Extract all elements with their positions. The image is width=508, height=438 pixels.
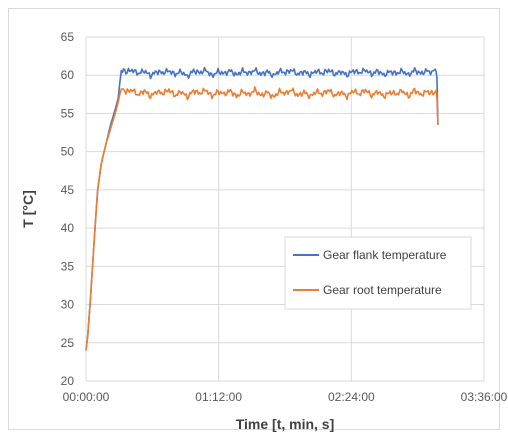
y-tick-label: 50 bbox=[61, 145, 75, 159]
grid-lines bbox=[85, 36, 485, 382]
y-tick-label: 25 bbox=[61, 336, 75, 350]
y-tick-label: 55 bbox=[61, 106, 75, 120]
y-tick-label: 60 bbox=[61, 68, 75, 82]
x-tick-label: 00:00:00 bbox=[63, 390, 110, 404]
x-tick-label: 02:24:00 bbox=[328, 390, 375, 404]
y-tick-label: 35 bbox=[61, 259, 75, 273]
series-lines bbox=[85, 66, 439, 351]
y-tick-label: 40 bbox=[61, 221, 75, 235]
legend: Gear flank temperature Gear root temperat… bbox=[284, 236, 472, 310]
series-line-gear-root bbox=[85, 86, 439, 351]
legend-entry-label: Gear flank temperature bbox=[323, 248, 447, 262]
x-axis-ticks: 00:00:00 01:12:00 02:24:00 03:36:00 bbox=[63, 390, 508, 404]
x-tick-label: 01:12:00 bbox=[195, 390, 242, 404]
legend-box bbox=[284, 236, 472, 310]
legend-entry-label: Gear root temperature bbox=[323, 283, 442, 297]
y-tick-label: 45 bbox=[61, 183, 75, 197]
x-axis-title: Time [t, min, s] bbox=[236, 416, 335, 432]
x-tick-label: 03:36:00 bbox=[461, 390, 508, 404]
y-tick-label: 65 bbox=[61, 30, 75, 44]
series-line-gear-flank bbox=[85, 66, 439, 351]
y-tick-label: 20 bbox=[61, 374, 75, 388]
y-axis-ticks: 20 25 30 35 40 45 50 55 60 65 bbox=[61, 30, 75, 388]
y-tick-label: 30 bbox=[61, 298, 75, 312]
chart-frame bbox=[8, 8, 500, 430]
y-axis-title: T [°C] bbox=[20, 190, 36, 227]
